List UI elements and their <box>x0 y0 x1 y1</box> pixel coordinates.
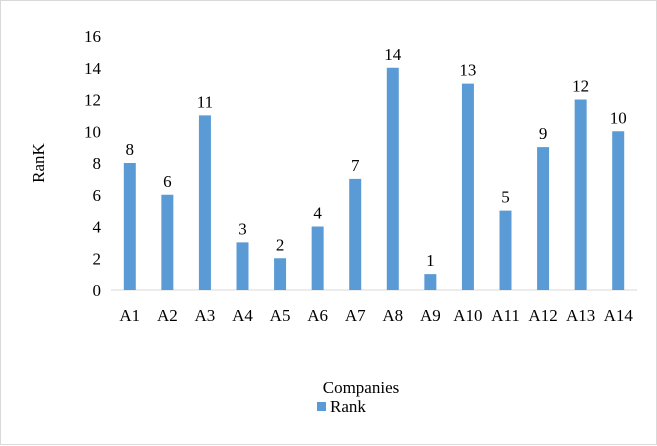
y-tick-label: 0 <box>93 281 102 300</box>
bar <box>612 131 625 290</box>
bar <box>123 163 136 290</box>
x-tick-label: A11 <box>491 306 520 325</box>
x-tick-label: A5 <box>270 306 291 325</box>
data-label: 9 <box>539 124 548 143</box>
bar <box>537 147 550 290</box>
x-tick-label: A1 <box>119 306 140 325</box>
bar <box>198 115 211 290</box>
x-tick-label: A6 <box>307 306 328 325</box>
bar <box>349 178 362 290</box>
data-label: 14 <box>384 45 402 64</box>
x-tick-label: A3 <box>195 306 216 325</box>
x-axis-ticks: A1 A2 A3 A4 A5 A6 A7 A8 A9 A10 A11 A12 A13 A14 <box>119 306 633 325</box>
data-label: 4 <box>313 204 322 223</box>
y-tick-label: 4 <box>93 218 102 237</box>
data-label: 12 <box>572 77 589 96</box>
bar <box>461 83 474 290</box>
x-tick-label: A7 <box>345 306 366 325</box>
x-tick-label: A4 <box>232 306 253 325</box>
x-tick-label: A2 <box>157 306 178 325</box>
legend-swatch <box>317 402 326 411</box>
y-axis-title: RanK <box>29 142 48 182</box>
x-tick-label: A9 <box>420 306 441 325</box>
data-label: 10 <box>610 108 627 127</box>
bar <box>311 226 324 290</box>
bar <box>499 210 512 290</box>
data-label: 2 <box>276 235 285 254</box>
data-label: 5 <box>501 188 510 207</box>
x-tick-label: A13 <box>566 306 595 325</box>
x-tick-label: A10 <box>453 306 482 325</box>
legend-label: Rank <box>330 397 366 416</box>
y-tick-label: 12 <box>84 91 101 110</box>
bar <box>386 67 399 290</box>
data-label: 3 <box>238 219 247 238</box>
x-axis-title: Companies <box>323 378 400 397</box>
x-tick-label: A12 <box>528 306 557 325</box>
data-label: 6 <box>163 172 172 191</box>
legend: Rank <box>317 397 366 416</box>
data-label: 13 <box>459 61 476 80</box>
y-tick-label: 8 <box>93 154 102 173</box>
bar <box>574 99 587 290</box>
x-tick-label: A8 <box>382 306 403 325</box>
bar <box>236 242 249 290</box>
y-tick-label: 16 <box>84 27 101 46</box>
y-tick-label: 2 <box>93 249 102 268</box>
x-tick-label: A14 <box>604 306 634 325</box>
data-label: 7 <box>351 156 360 175</box>
data-label: 1 <box>426 251 435 270</box>
bar <box>161 194 174 290</box>
y-axis-ticks: 0 2 4 6 8 10 12 14 16 <box>84 27 102 300</box>
y-tick-label: 14 <box>84 59 102 78</box>
data-label: 11 <box>197 92 213 111</box>
bar <box>274 258 287 290</box>
y-tick-label: 6 <box>93 186 102 205</box>
data-label: 8 <box>126 140 135 159</box>
bar <box>424 274 437 290</box>
y-tick-label: 10 <box>84 122 101 141</box>
bars <box>123 67 625 290</box>
